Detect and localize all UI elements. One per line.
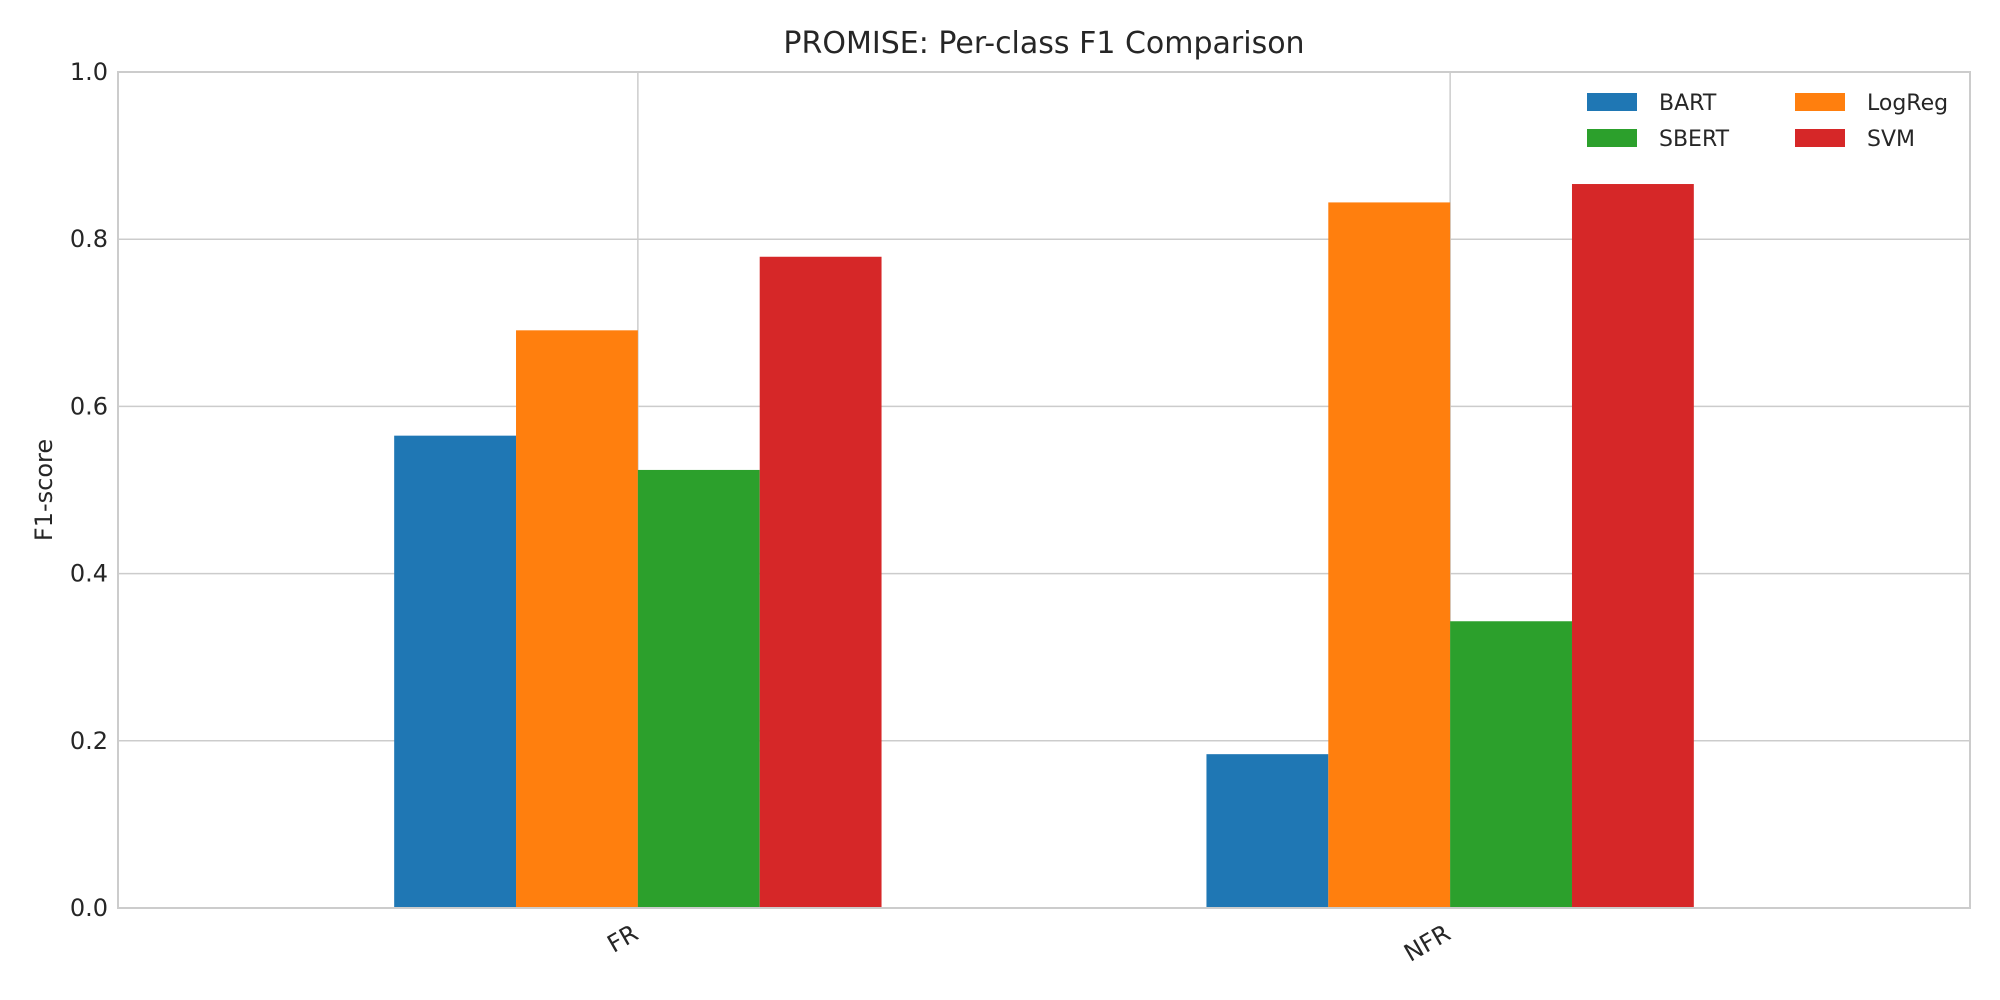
y-axis-ticks: 0.0 0.2 0.4 0.6 0.8 1.0 bbox=[70, 58, 108, 922]
y-tick-label: 0.4 bbox=[70, 560, 108, 588]
y-tick-label: 0.8 bbox=[70, 225, 108, 253]
bar-svm-nfr bbox=[1571, 184, 1694, 909]
bar-logreg-fr bbox=[516, 330, 638, 909]
y-tick-label: 0.0 bbox=[70, 894, 108, 922]
legend: BART LogReg SBERT SVM bbox=[1587, 91, 1948, 152]
y-tick-label: 1.0 bbox=[70, 58, 108, 86]
y-tick-label: 0.2 bbox=[70, 727, 108, 755]
legend-item: SVM bbox=[1795, 127, 1915, 152]
legend-item: BART bbox=[1587, 91, 1717, 116]
legend-swatch bbox=[1795, 129, 1845, 147]
legend-item: SBERT bbox=[1587, 127, 1730, 152]
legend-swatch bbox=[1795, 93, 1845, 111]
y-tick-label: 0.6 bbox=[70, 392, 108, 420]
bar-logreg-nfr bbox=[1328, 202, 1451, 908]
legend-swatch bbox=[1587, 129, 1637, 147]
legend-label: SVM bbox=[1867, 127, 1915, 152]
legend-item: LogReg bbox=[1795, 91, 1948, 116]
bar-bart-fr bbox=[394, 435, 517, 908]
bar-svm-fr bbox=[759, 256, 882, 909]
legend-label: BART bbox=[1659, 91, 1717, 116]
plot-frame bbox=[117, 71, 1971, 909]
bars bbox=[394, 184, 1694, 909]
legend-label: SBERT bbox=[1659, 127, 1730, 152]
legend-swatch bbox=[1587, 93, 1637, 111]
bar-sbert-fr bbox=[637, 469, 760, 908]
bar-bart-nfr bbox=[1206, 754, 1329, 908]
chart-title: PROMISE: Per-class F1 Comparison bbox=[783, 26, 1304, 61]
bar-sbert-nfr bbox=[1450, 621, 1572, 908]
y-axis-title: F1-score bbox=[30, 439, 58, 541]
legend-label: LogReg bbox=[1867, 91, 1948, 116]
